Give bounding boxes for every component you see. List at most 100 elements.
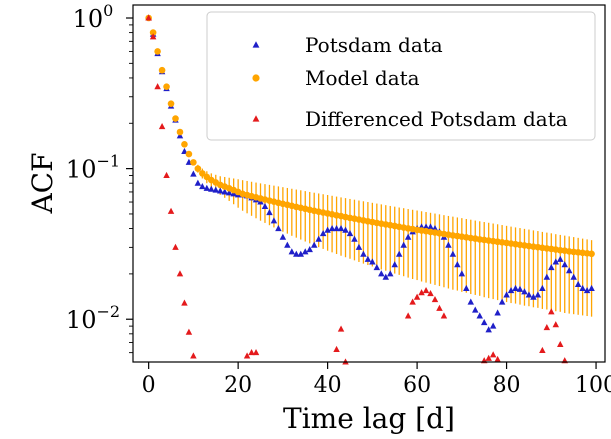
x-tick-label: 40	[314, 373, 342, 398]
legend-box	[206, 11, 596, 141]
potsdam-point	[534, 291, 542, 298]
legend-marker-potsdam	[252, 41, 260, 48]
differenced-point	[485, 354, 492, 361]
potsdam-point	[463, 284, 470, 292]
differenced-point	[163, 171, 170, 179]
differenced-point	[539, 346, 546, 354]
differenced-point	[404, 312, 412, 319]
potsdam-point	[194, 179, 202, 186]
potsdam-point	[427, 223, 434, 230]
potsdam-point	[275, 224, 282, 232]
model-point	[181, 141, 188, 148]
model-point	[163, 83, 170, 90]
potsdam-point	[395, 250, 403, 257]
x-tick-label: 20	[224, 373, 252, 398]
potsdam-point	[360, 250, 367, 257]
potsdam-point	[583, 286, 591, 294]
y-tick-label: 10−2	[66, 302, 120, 334]
potsdam-point	[378, 270, 385, 277]
potsdam-point	[516, 285, 524, 292]
potsdam-point	[570, 273, 577, 280]
model-point	[158, 66, 166, 74]
potsdam-point	[190, 170, 197, 177]
potsdam-point	[431, 224, 439, 232]
differenced-point	[436, 304, 443, 311]
potsdam-point	[369, 258, 376, 265]
potsdam-point	[574, 280, 582, 288]
potsdam-point	[306, 245, 313, 253]
potsdam-point	[512, 284, 519, 292]
differenced-point	[552, 321, 560, 328]
potsdam-point	[400, 241, 407, 248]
potsdam-point	[176, 132, 184, 139]
model-point	[154, 48, 161, 55]
y-axis-label: ACF	[26, 152, 59, 214]
potsdam-point	[297, 250, 305, 257]
potsdam-point	[373, 264, 381, 271]
potsdam-point	[279, 233, 287, 240]
potsdam-point	[458, 270, 466, 277]
potsdam-point	[561, 261, 568, 268]
potsdam-point	[525, 291, 533, 298]
differenced-point	[333, 345, 340, 352]
differenced-point	[172, 243, 179, 250]
potsdam-point	[203, 184, 211, 191]
differenced-point	[243, 352, 251, 359]
legend-label-differenced: Differenced Potsdam data	[305, 107, 568, 131]
potsdam-point	[530, 293, 537, 300]
potsdam-point	[548, 264, 555, 271]
y-tick-label: 10−1	[66, 152, 120, 184]
potsdam-point	[364, 255, 372, 262]
potsdam-point	[539, 284, 546, 292]
differenced-point	[167, 207, 175, 214]
model-point	[149, 29, 157, 36]
x-tick-label: 0	[142, 373, 156, 398]
differenced-point	[422, 286, 430, 294]
potsdam-point	[315, 235, 322, 242]
legend-label-potsdam: Potsdam data	[305, 33, 443, 57]
differenced-point	[557, 340, 564, 347]
legend-marker-differenced	[252, 115, 260, 122]
potsdam-series	[145, 14, 595, 333]
x-axis-ticks: 0 20 40 60 80 100	[142, 362, 611, 398]
potsdam-point	[387, 270, 394, 277]
potsdam-point	[449, 250, 457, 257]
potsdam-point	[391, 261, 398, 268]
potsdam-point	[404, 233, 412, 240]
potsdam-point	[266, 209, 273, 216]
x-tick-label: 60	[403, 373, 431, 398]
potsdam-point	[485, 326, 492, 333]
potsdam-point	[489, 322, 497, 329]
differenced-point	[145, 14, 152, 21]
potsdam-point	[355, 243, 363, 250]
differenced-point	[548, 308, 555, 315]
potsdam-point	[382, 273, 390, 280]
potsdam-point	[480, 318, 488, 326]
model-point	[194, 165, 202, 172]
potsdam-point	[328, 224, 336, 232]
differenced-point	[149, 33, 157, 40]
potsdam-point	[498, 298, 506, 305]
potsdam-point	[494, 309, 501, 316]
potsdam-point	[212, 186, 220, 193]
potsdam-point	[503, 291, 510, 298]
differenced-point	[431, 295, 439, 303]
potsdam-point	[293, 250, 300, 257]
differenced-point	[176, 270, 184, 277]
differenced-point	[252, 349, 260, 356]
potsdam-point	[454, 261, 461, 268]
differenced-point	[185, 328, 193, 335]
potsdam-point	[588, 284, 595, 292]
potsdam-point	[302, 248, 309, 255]
potsdam-point	[472, 306, 479, 313]
model-point	[588, 250, 595, 258]
potsdam-point	[543, 273, 551, 280]
legend-marker-model	[252, 74, 260, 82]
model-series	[145, 14, 595, 258]
x-tick-label: 100	[575, 373, 611, 398]
legend: Potsdam data Model data Differenced Pots…	[206, 11, 596, 141]
potsdam-point	[221, 188, 228, 195]
potsdam-point	[351, 235, 358, 242]
potsdam-point	[324, 226, 331, 233]
differenced-point	[409, 298, 416, 305]
